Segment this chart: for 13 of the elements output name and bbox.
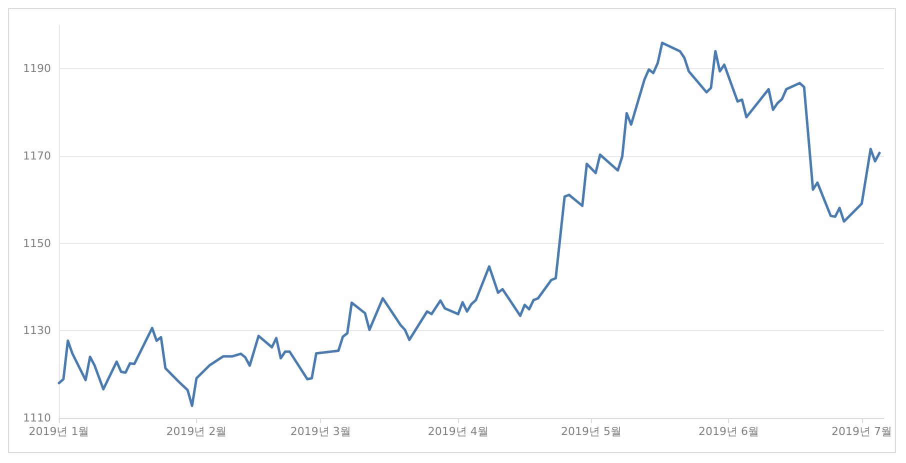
x-tick-label: 2019년 7월 bbox=[832, 425, 892, 438]
y-tick-label: 1150 bbox=[23, 236, 51, 250]
x-tick-label: 2019년 4월 bbox=[428, 425, 488, 438]
line-series bbox=[58, 42, 881, 408]
y-tick-label: 1130 bbox=[23, 324, 51, 338]
x-tick-label: 2019년 3월 bbox=[290, 425, 351, 438]
x-tick-label: 2019년 6월 bbox=[698, 425, 759, 438]
x-tick-label: 2019년 2월 bbox=[166, 425, 227, 438]
y-tick-label: 1110 bbox=[23, 412, 51, 424]
y-tick-label: 1170 bbox=[23, 150, 51, 162]
x-tick-label: 2019년 1월 bbox=[28, 425, 90, 438]
x-tick-label: 2019년 5월 bbox=[560, 425, 622, 438]
y-tick-label: 1190 bbox=[23, 62, 51, 76]
